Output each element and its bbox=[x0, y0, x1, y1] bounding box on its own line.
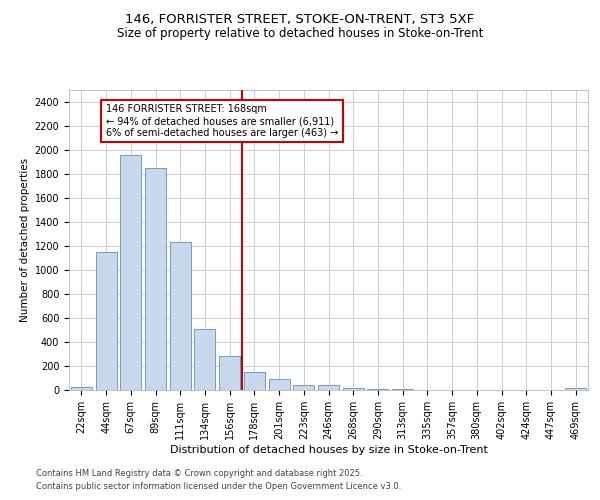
X-axis label: Distribution of detached houses by size in Stoke-on-Trent: Distribution of detached houses by size … bbox=[170, 444, 487, 454]
Bar bbox=[71, 387, 92, 390]
Bar bbox=[269, 379, 290, 390]
Text: 146, FORRISTER STREET, STOKE-ON-TRENT, ST3 5XF: 146, FORRISTER STREET, STOKE-ON-TRENT, S… bbox=[125, 12, 475, 26]
Bar bbox=[392, 389, 413, 390]
Bar bbox=[318, 385, 339, 390]
Text: Contains HM Land Registry data © Crown copyright and database right 2025.: Contains HM Land Registry data © Crown c… bbox=[36, 468, 362, 477]
Bar bbox=[565, 388, 586, 390]
Bar bbox=[244, 372, 265, 390]
Text: 146 FORRISTER STREET: 168sqm
← 94% of detached houses are smaller (6,911)
6% of : 146 FORRISTER STREET: 168sqm ← 94% of de… bbox=[106, 104, 338, 138]
Text: Size of property relative to detached houses in Stoke-on-Trent: Size of property relative to detached ho… bbox=[117, 28, 483, 40]
Bar bbox=[343, 388, 364, 390]
Text: Contains public sector information licensed under the Open Government Licence v3: Contains public sector information licen… bbox=[36, 482, 401, 491]
Bar bbox=[367, 388, 388, 390]
Bar bbox=[120, 155, 141, 390]
Y-axis label: Number of detached properties: Number of detached properties bbox=[20, 158, 31, 322]
Bar bbox=[219, 356, 240, 390]
Bar bbox=[293, 384, 314, 390]
Bar bbox=[170, 242, 191, 390]
Bar bbox=[145, 168, 166, 390]
Bar bbox=[95, 252, 116, 390]
Bar bbox=[194, 329, 215, 390]
